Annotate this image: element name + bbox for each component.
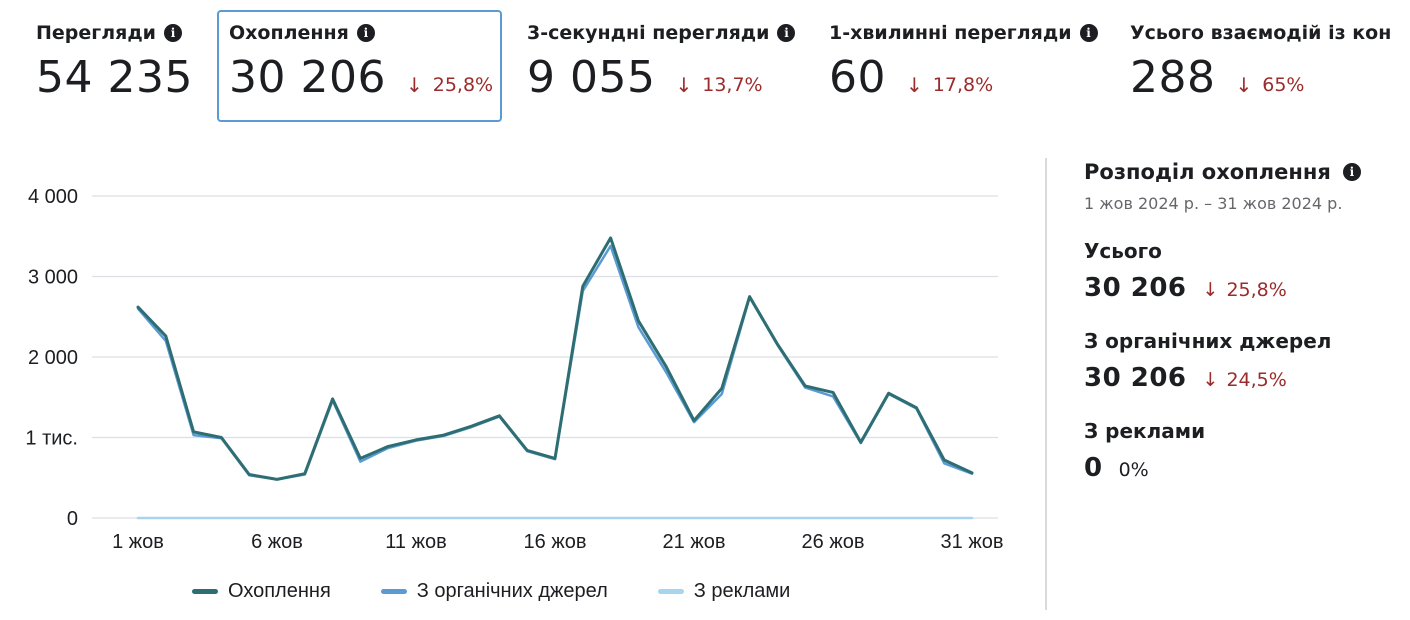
legend-label-ads: З реклами [693, 580, 791, 602]
panel-date-range: 1 жов 2024 р. – 31 жов 2024 р. [1084, 194, 1343, 213]
metric-3s-views-title-row: 3-секундні перегляди i [527, 22, 807, 44]
x-tick-label: 1 жов [112, 531, 164, 553]
x-tick-label: 31 жов [941, 531, 1004, 553]
metric-3s-views[interactable]: 3-секундні перегляди i 9 055 ↓ 13,7% [527, 10, 807, 122]
y-tick-label: 3 000 [28, 267, 78, 289]
y-tick-label: 0 [67, 508, 78, 530]
panel-organic-delta-value: 24,5% [1226, 369, 1287, 391]
panel-ads-label: З реклами [1084, 419, 1206, 443]
legend-label-organic: З органічних джерел [416, 580, 608, 602]
metric-interactions-value: 288 [1130, 52, 1216, 103]
metric-3s-views-delta: ↓ 13,7% [675, 73, 762, 97]
panel-total-value: 30 206 [1084, 273, 1187, 303]
legend-item-reach[interactable]: Охоплення [192, 580, 331, 603]
series-line-reach[interactable] [136, 236, 974, 481]
arrow-down-icon: ↓ [1202, 369, 1219, 391]
panel-total-row: 30 206 ↓ 25,8% [1084, 273, 1404, 303]
metric-1min-views-value: 60 [829, 52, 886, 103]
metric-reach-title-row: Охоплення i [229, 22, 490, 44]
y-tick-label: 2 000 [28, 347, 78, 369]
panel-organic-label: З органічних джерел [1084, 329, 1332, 353]
metric-1min-views-title: 1-хвилинні перегляди [829, 22, 1072, 44]
info-icon[interactable]: i [356, 24, 375, 42]
panel-ads-delta: 0% [1118, 459, 1149, 481]
metric-interactions-title: Усього взаємодій із кон [1130, 22, 1392, 44]
metric-interactions-title-row: Усього взаємодій із кон [1130, 22, 1410, 44]
metric-1min-views-title-row: 1-хвилинні перегляди i [829, 22, 1109, 44]
legend-swatch-reach [192, 589, 218, 594]
metric-3s-views-delta-value: 13,7% [702, 74, 763, 96]
metric-1min-views-value-row: 60 ↓ 17,8% [829, 52, 1109, 103]
x-axis-ticks: 1 жов 6 жов 11 жов 16 жов 21 жов 26 жов 31 жов [112, 531, 1003, 553]
series-line-organic[interactable] [136, 244, 974, 481]
panel-title: Розподіл охоплення [1084, 160, 1331, 184]
metric-reach-delta: ↓ 25,8% [406, 73, 493, 97]
metric-views[interactable]: Перегляди i 54 235 [36, 10, 206, 122]
arrow-down-icon: ↓ [1202, 279, 1219, 301]
metric-1min-views-delta-value: 17,8% [932, 74, 994, 96]
panel-title-row: Розподіл охоплення i [1084, 160, 1404, 184]
x-tick-label: 21 жов [663, 531, 726, 553]
y-axis-ticks: 0 1 тис. 2 000 3 000 4 000 [25, 186, 78, 530]
panel-organic-value: 30 206 [1084, 363, 1187, 393]
metric-reach[interactable]: Охоплення i 30 206 ↓ 25,8% [217, 10, 502, 122]
legend-label-reach: Охоплення [228, 580, 331, 602]
metric-reach-delta-value: 25,8% [432, 74, 494, 96]
x-tick-label: 11 жов [385, 531, 446, 553]
metric-3s-views-value: 9 055 [527, 52, 656, 103]
metric-1min-views-delta: ↓ 17,8% [906, 73, 993, 97]
x-tick-label: 6 жов [251, 531, 303, 553]
info-icon[interactable]: i [1342, 163, 1361, 181]
chart-series [136, 236, 974, 520]
arrow-down-icon: ↓ [405, 73, 423, 97]
metric-interactions-delta: ↓ 65% [1235, 73, 1304, 97]
metric-3s-views-title: 3-секундні перегляди [527, 22, 770, 44]
panel-organic-row: 30 206 ↓ 24,5% [1084, 363, 1404, 393]
legend-item-organic[interactable]: З органічних джерел [380, 580, 608, 603]
panel-total-delta-value: 25,8% [1226, 279, 1287, 301]
metric-views-title-row: Перегляди i [36, 22, 206, 44]
panel-organic-delta: ↓ 24,5% [1203, 369, 1287, 391]
chart-grid [92, 195, 998, 519]
panel-divider [1045, 158, 1047, 610]
reach-breakdown-panel: Розподіл охоплення i 1 жов 2024 р. – 31 … [1084, 160, 1404, 483]
metric-1min-views[interactable]: 1-хвилинні перегляди i 60 ↓ 17,8% [829, 10, 1109, 122]
panel-total-label: Усього [1084, 239, 1162, 263]
panel-ads-value: 0 [1084, 453, 1103, 483]
y-tick-label: 1 тис. [25, 428, 78, 450]
info-icon[interactable]: i [777, 24, 796, 42]
info-icon[interactable]: i [1079, 24, 1098, 42]
arrow-down-icon: ↓ [675, 73, 693, 97]
metric-reach-value-row: 30 206 ↓ 25,8% [229, 52, 493, 103]
panel-total-delta: ↓ 25,8% [1203, 279, 1287, 301]
metric-interactions[interactable]: Усього взаємодій із кон 288 ↓ 65% [1130, 10, 1410, 122]
metric-views-value: 54 235 [36, 52, 193, 103]
metric-views-title: Перегляди [36, 22, 156, 44]
legend-item-ads[interactable]: З реклами [657, 580, 791, 603]
x-tick-label: 16 жов [524, 531, 587, 553]
metric-interactions-value-row: 288 ↓ 65% [1130, 52, 1410, 103]
metric-reach-title: Охоплення [229, 22, 349, 44]
x-tick-label: 26 жов [802, 531, 865, 553]
chart-legend: Охоплення З органічних джерел З реклами [192, 580, 790, 603]
metric-interactions-delta-value: 65% [1262, 74, 1305, 96]
panel-ads-row: 0 0% [1084, 453, 1404, 483]
legend-swatch-ads [657, 589, 684, 594]
y-tick-label: 4 000 [28, 186, 78, 208]
metric-reach-value: 30 206 [229, 52, 386, 103]
metric-views-value-row: 54 235 [36, 52, 206, 103]
info-icon[interactable]: i [163, 24, 182, 42]
arrow-down-icon: ↓ [1235, 73, 1253, 97]
legend-swatch-organic [380, 589, 407, 594]
metric-3s-views-value-row: 9 055 ↓ 13,7% [527, 52, 807, 103]
arrow-down-icon: ↓ [906, 73, 923, 97]
